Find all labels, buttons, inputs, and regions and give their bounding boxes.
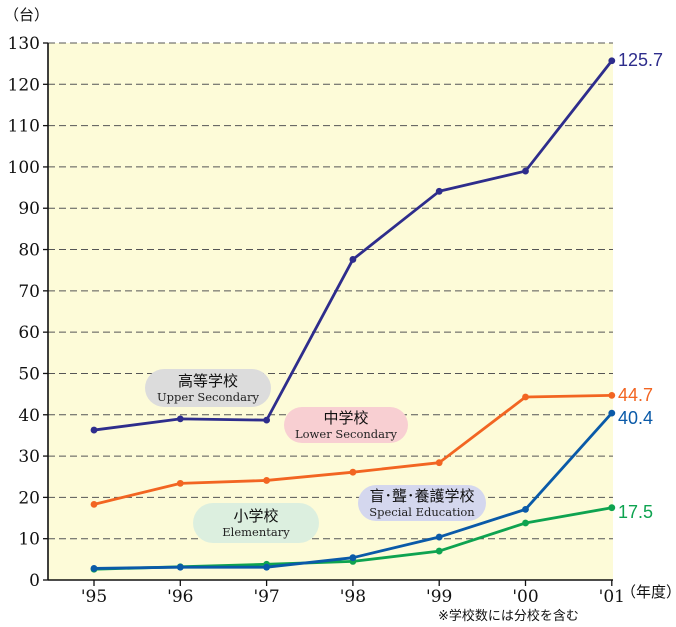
x-tick-label: '99: [426, 587, 452, 607]
x-unit-label: （年度）: [621, 583, 676, 601]
data-point: [435, 187, 443, 195]
x-tick-label: '98: [340, 587, 366, 607]
data-point: [522, 167, 529, 175]
series-label-jp: 中学校: [323, 409, 368, 427]
data-point: [263, 477, 270, 484]
series-label-en: Lower Secondary: [295, 427, 398, 441]
y-tick-label: 30: [18, 447, 40, 467]
x-tick-label: '97: [253, 587, 279, 607]
series-label-pill: [358, 485, 486, 521]
footnote: ※学校数には分校を含む: [438, 608, 579, 624]
y-tick-label: 80: [18, 241, 40, 261]
y-tick-label: 100: [8, 158, 40, 178]
end-value-label: 17.5: [618, 502, 653, 522]
series-label-jp: 小学校: [233, 507, 278, 525]
series-label-en: Upper Secondary: [157, 390, 260, 404]
y-tick-label: 40: [18, 406, 40, 426]
x-tick-label: '96: [167, 587, 193, 607]
x-tick-label: '00: [512, 587, 538, 607]
y-tick-label: 50: [18, 364, 40, 384]
data-point: [522, 505, 529, 513]
data-point: [608, 391, 616, 399]
y-tick-label: 90: [18, 199, 40, 219]
series-label-jp: 高等学校: [178, 372, 238, 390]
data-point: [176, 563, 184, 571]
data-point: [90, 565, 98, 572]
y-tick-label: 20: [18, 488, 40, 508]
series-label-pill: [284, 407, 408, 443]
data-point: [435, 459, 443, 467]
y-tick-label: 60: [18, 323, 40, 343]
series-label-jp: 盲･聾･養護学校: [369, 487, 474, 505]
series-label-pill: [193, 503, 319, 543]
y-unit-label: （台）: [4, 6, 49, 24]
data-point: [349, 256, 357, 263]
data-point: [90, 501, 98, 508]
data-point: [263, 416, 270, 424]
end-value-label: 40.4: [618, 408, 653, 428]
data-point: [90, 426, 98, 434]
data-point: [349, 554, 357, 562]
data-point: [608, 57, 616, 65]
data-point: [176, 415, 184, 423]
series-lines: 17.5 40.4 44.7 125.7: [90, 50, 663, 573]
data-point: [608, 409, 616, 417]
axes: 0 10 20 30 40 50 60 70 80 90 100 110 120 130 '95 '96 '97…: [8, 34, 625, 607]
data-point: [435, 547, 443, 555]
series-label-pill: [145, 369, 271, 407]
end-value-label: 44.7: [618, 385, 653, 405]
grid: [48, 42, 613, 540]
series-label-en: Elementary: [222, 525, 290, 539]
x-tick-label: '01: [599, 587, 625, 607]
y-tick-label: 10: [18, 530, 40, 550]
end-value-label: 125.7: [618, 50, 663, 70]
y-tick-label: 120: [8, 75, 40, 95]
series-label-en: Special Education: [369, 505, 475, 519]
y-tick-label: 70: [18, 282, 40, 302]
data-point: [349, 468, 357, 476]
data-point: [176, 479, 184, 487]
y-tick-label: 130: [8, 34, 40, 54]
data-point: [263, 563, 270, 571]
data-point: [608, 504, 616, 512]
y-tick-label: 110: [8, 117, 40, 137]
x-tick-label: '95: [81, 587, 107, 607]
data-point: [522, 519, 529, 527]
data-point: [435, 533, 443, 541]
y-tick-label: 0: [29, 571, 40, 591]
data-point: [522, 393, 529, 401]
plot-area: [48, 43, 613, 580]
